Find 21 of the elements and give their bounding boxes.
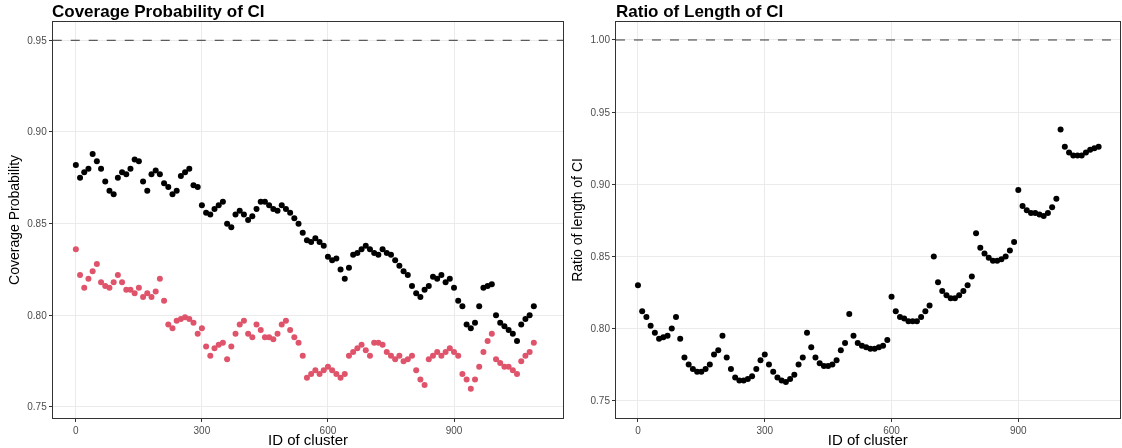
x-tick-label: 300 [756,424,774,436]
y-tick-label: 0.75 [27,401,48,413]
y-tick-label: 0.85 [27,218,48,230]
y-axis-title: Ratio of length of CI [569,158,586,282]
y-tick-label: 0.95 [590,106,611,118]
chart-title: Ratio of Length of CI [616,2,784,21]
y-tick-label: 0.90 [27,126,48,138]
chart-title: Coverage Probability of CI [52,2,265,21]
y-tick-label: 0.85 [590,250,611,262]
y-axis-title: Coverage Probability [5,154,22,285]
x-tick-label: 0 [635,424,642,436]
x-tick-label: 900 [1009,424,1028,436]
y-tick-label: 0.80 [27,309,48,321]
y-tick-label: 0.75 [590,395,611,407]
y-tick-label: 0.90 [590,178,611,190]
x-tick-label: 0 [73,424,80,436]
x-tick-label: 300 [193,424,211,436]
y-tick-label: 0.80 [590,323,611,335]
y-tick-label: 0.95 [27,34,48,46]
y-tick-label: 1.00 [590,34,611,46]
x-tick-label: 900 [445,424,463,436]
